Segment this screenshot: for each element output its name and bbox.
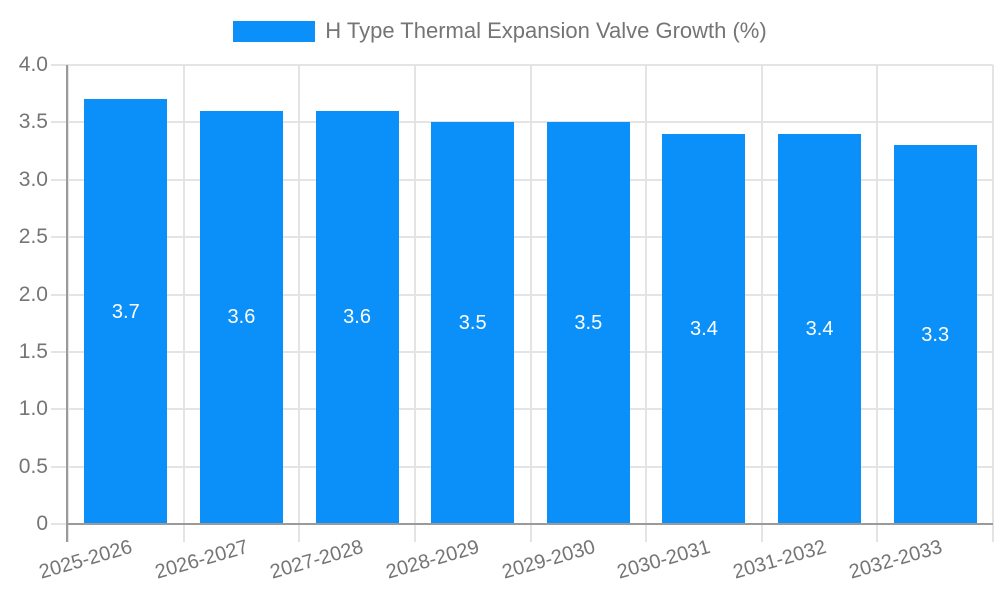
x-grid-line	[182, 65, 185, 524]
x-tick-label: 2028-2029	[383, 536, 482, 584]
bar[interactable]	[315, 110, 399, 524]
x-tick	[992, 524, 994, 542]
x-grid-line	[876, 65, 879, 524]
y-tick	[51, 121, 68, 124]
y-tick-label: 1.0	[18, 397, 48, 421]
y-tick	[51, 408, 68, 411]
y-tick-label: 0.5	[18, 454, 48, 478]
y-tick-label: 4.0	[18, 53, 48, 76]
y-tick	[51, 465, 68, 468]
legend-item[interactable]: H Type Thermal Expansion Valve Growth (%…	[0, 18, 1000, 44]
x-grid-line	[298, 65, 301, 524]
x-tick	[413, 524, 416, 542]
y-tick-label: 2.5	[18, 225, 48, 249]
y-tick-label: 3.0	[18, 167, 48, 191]
x-tick	[645, 524, 648, 542]
y-tick-label: 0	[36, 512, 48, 535]
bar[interactable]	[893, 145, 977, 524]
bar[interactable]	[431, 122, 515, 524]
x-grid-line	[67, 65, 69, 524]
x-grid-line	[760, 65, 763, 524]
y-tick	[51, 523, 68, 525]
x-grid-line	[992, 65, 994, 524]
x-grid-line	[645, 65, 648, 524]
bar[interactable]	[662, 133, 746, 524]
x-tick-label: 2027-2028	[268, 536, 367, 584]
x-tick	[182, 524, 185, 542]
x-tick	[298, 524, 301, 542]
bar[interactable]	[778, 133, 862, 524]
x-tick-label: 2029-2030	[499, 536, 598, 584]
y-tick	[51, 64, 68, 66]
x-grid-line	[413, 65, 416, 524]
legend-swatch	[233, 20, 316, 42]
legend-label: H Type Thermal Expansion Valve Growth (%…	[325, 18, 767, 43]
bar[interactable]	[199, 110, 283, 524]
y-tick	[51, 178, 68, 181]
y-tick-label: 2.0	[18, 282, 48, 306]
x-tick	[876, 524, 879, 542]
x-tick-label: 2032-2033	[846, 536, 945, 584]
x-tick-label: 2030-2031	[614, 536, 714, 584]
x-tick	[67, 524, 69, 542]
y-tick-label: 3.5	[18, 110, 48, 134]
bar[interactable]	[84, 99, 168, 524]
x-tick-label: 2025-2026	[36, 536, 135, 584]
x-tick-label: 2031-2032	[730, 536, 829, 584]
x-tick	[529, 524, 532, 542]
bar[interactable]	[546, 122, 630, 524]
x-axis-line	[66, 523, 993, 525]
y-tick	[51, 236, 68, 239]
y-tick	[51, 293, 68, 296]
x-tick-label: 2026-2027	[152, 536, 251, 584]
y-tick-label: 1.5	[18, 339, 48, 363]
x-grid-line	[529, 65, 532, 524]
x-tick	[760, 524, 763, 542]
y-tick	[51, 350, 68, 353]
y-axis-line	[66, 65, 68, 542]
